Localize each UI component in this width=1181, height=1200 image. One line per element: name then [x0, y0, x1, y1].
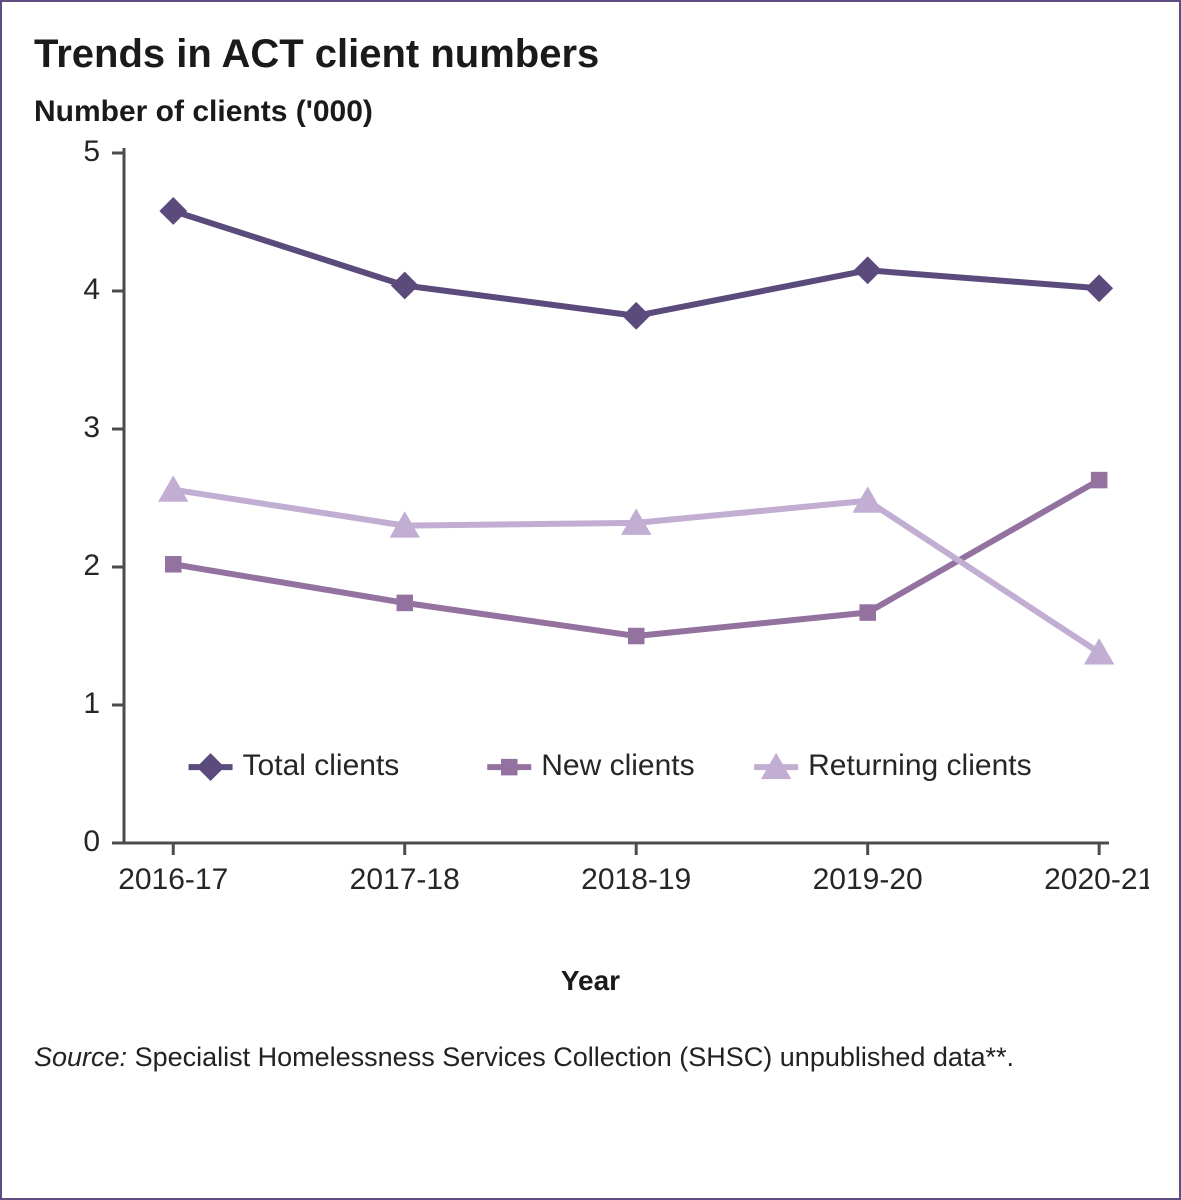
legend-label: Total clients	[243, 749, 400, 782]
legend-label: New clients	[541, 749, 694, 782]
x-tick-label: 2020-21	[1044, 863, 1149, 896]
y-tick-label: 5	[83, 135, 100, 168]
y-tick-label: 3	[83, 411, 100, 444]
chart-title: Trends in ACT client numbers	[34, 32, 1157, 77]
y-tick-label: 0	[83, 825, 100, 858]
y-axis-title: Number of clients ('000)	[34, 95, 1157, 129]
x-tick-label: 2017-18	[350, 863, 460, 896]
y-tick-label: 4	[83, 273, 100, 306]
series-line	[173, 211, 1099, 316]
y-tick-label: 1	[83, 687, 100, 720]
legend-label: Returning clients	[808, 749, 1031, 782]
plot-area: 0 1 2 3 4 5 2016-17 2017-18 2018-19 2019-20 2020-2…	[24, 133, 1157, 963]
x-tick-label: 2018-19	[581, 863, 691, 896]
y-tick-label: 2	[83, 549, 100, 582]
source-note: Source: Specialist Homelessness Services…	[34, 1039, 1147, 1075]
x-tick-label: 2016-17	[118, 863, 228, 896]
source-label: Source:	[34, 1042, 127, 1072]
source-text: Specialist Homelessness Services Collect…	[127, 1042, 1014, 1072]
x-tick-label: 2019-20	[813, 863, 923, 896]
line-chart-svg: 0 1 2 3 4 5 2016-17 2017-18 2018-19 2019-20 2020-2…	[24, 133, 1149, 963]
x-axis-title: Year	[24, 965, 1157, 997]
chart-card: Trends in ACT client numbers Number of c…	[0, 0, 1181, 1200]
